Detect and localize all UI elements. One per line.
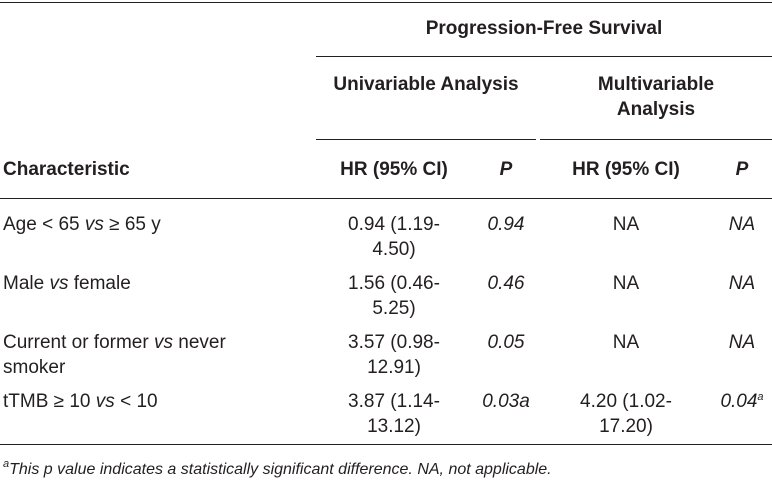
table-row-p-multivariable: NA bbox=[728, 332, 756, 353]
p-multivariable-column-header: P bbox=[735, 159, 749, 180]
univariable-underline bbox=[316, 139, 536, 140]
table-row-p-multivariable: NA bbox=[728, 214, 756, 235]
table-row-hr-multivariable: NA bbox=[612, 332, 640, 353]
table-bottom-rule bbox=[0, 444, 772, 445]
group-header: Progression-Free Survival bbox=[425, 18, 663, 39]
top-rule bbox=[0, 2, 772, 3]
table-row-hr-multivariable: 4.20 (1.02- 17.20) bbox=[580, 391, 672, 437]
p-univariable-column-header: P bbox=[499, 159, 513, 180]
hr-multivariable-column-header: HR (95% CI) bbox=[572, 159, 680, 180]
table-row-p-multivariable: NA bbox=[728, 273, 756, 294]
table-row-p-univariable: 0.03a bbox=[482, 391, 530, 412]
group-header-underline bbox=[316, 56, 772, 57]
table-row-characteristic: tTMB ≥ 10 vs < 10 bbox=[3, 391, 158, 412]
footnote: aThis p value indicates a statistically … bbox=[3, 458, 552, 479]
table-row-hr-univariable: 3.57 (0.98- 12.91) bbox=[348, 332, 440, 378]
multivariable-header: Multivariable Analysis bbox=[597, 74, 715, 120]
table-row-p-multivariable: 0.04a bbox=[720, 391, 764, 412]
table-row-characteristic: Age < 65 vs ≥ 65 y bbox=[3, 214, 161, 235]
footnote-marker: a bbox=[3, 458, 10, 470]
table-row-hr-univariable: 3.87 (1.14- 13.12) bbox=[348, 391, 440, 437]
table-row-p-univariable: 0.46 bbox=[487, 273, 525, 294]
characteristic-column-header: Characteristic bbox=[3, 159, 130, 180]
table-row-characteristic: Male vs female bbox=[3, 273, 131, 294]
table-row-hr-univariable: 1.56 (0.46- 5.25) bbox=[348, 273, 440, 319]
table-row-hr-multivariable: NA bbox=[612, 273, 640, 294]
table-row-p-univariable: 0.05 bbox=[487, 332, 525, 353]
multivariable-underline bbox=[540, 139, 772, 140]
univariable-header: Univariable Analysis bbox=[333, 74, 519, 95]
table-row-hr-univariable: 0.94 (1.19- 4.50) bbox=[348, 214, 440, 260]
table-row-characteristic: Current or former vs never smoker bbox=[3, 332, 226, 378]
table-row-hr-multivariable: NA bbox=[612, 214, 640, 235]
hr-univariable-column-header: HR (95% CI) bbox=[340, 159, 448, 180]
table-row-p-univariable: 0.94 bbox=[487, 214, 525, 235]
footnote-marker: a bbox=[757, 391, 764, 403]
header-bottom-rule bbox=[0, 198, 772, 199]
